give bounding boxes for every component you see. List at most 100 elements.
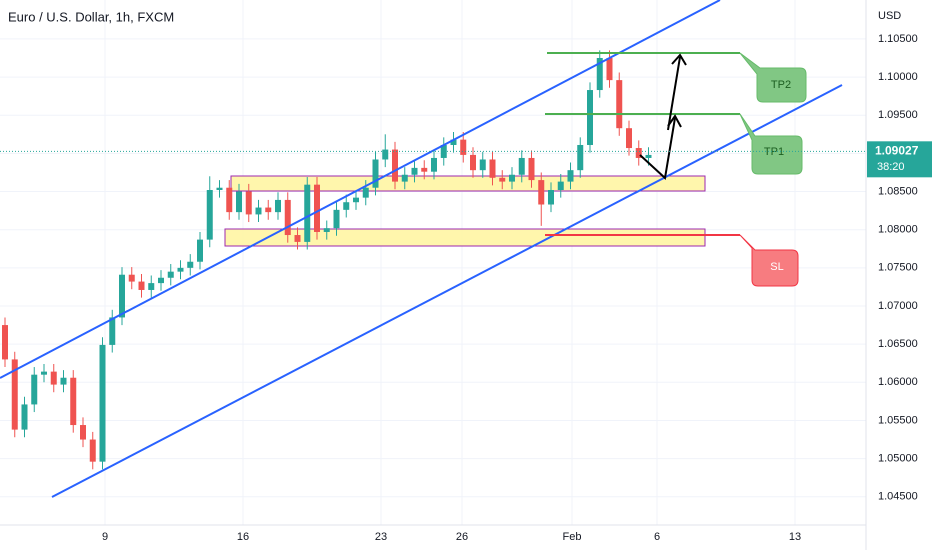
y-tick-label: 1.08000 [878,224,918,236]
y-tick-label: 1.07500 [878,262,918,274]
candle-body [236,191,242,213]
candle-body [128,274,135,282]
x-tick-label: 26 [456,531,468,543]
candle-body [275,199,281,213]
candle-body [557,181,564,191]
x-tick-label: 9 [102,531,108,543]
candle-body [635,148,642,158]
arrow [639,117,676,180]
candle-body [489,159,496,178]
candle-body [31,374,38,405]
callout-text: TP1 [764,146,784,158]
y-tick-label: 1.05000 [878,453,918,465]
candle-body [60,377,67,385]
callout [739,113,803,175]
candle-body [431,157,437,172]
candle-body [470,154,476,171]
candle-body [509,174,515,182]
candle-body [255,207,262,215]
arrowhead [671,53,687,66]
candle-body [314,184,320,232]
candle-body [499,177,506,182]
candle-body [548,190,554,205]
candle-body [158,277,164,284]
candle-body [89,439,96,462]
callout-text: SL [770,261,783,273]
zone [224,228,706,247]
candle-body [11,359,18,430]
candle-body [567,170,574,182]
x-tick-label: 6 [654,531,660,543]
callout [739,234,799,287]
candle-body [323,228,330,232]
candle-body [518,157,525,175]
candle-body [187,261,194,268]
candle-body [167,271,174,278]
candle-body [284,199,291,236]
currency: USD [878,10,901,22]
candle-body [80,425,86,440]
candle-body [372,159,379,188]
candle-body [177,267,184,272]
arrow [667,56,681,131]
candle-body [226,187,233,213]
candle-body [626,128,632,149]
candle-body [362,187,369,198]
candle-body [450,139,457,145]
y-tick-label: 1.04500 [878,491,918,503]
candle-body [294,235,301,242]
candle-body [50,371,57,385]
candle-body [216,187,223,191]
candle-body [138,281,145,290]
candle-body [119,274,125,318]
candle-body [538,180,545,205]
candle-body [421,167,428,172]
candle-body [577,144,584,171]
callout-text: TP2 [771,79,791,91]
x-tick-label: Feb [563,531,582,543]
last-price-box [867,141,932,178]
candle-body [197,239,203,262]
y-tick-label: 1.10000 [878,71,918,83]
candle-body [382,149,389,160]
candle-body [99,344,106,462]
candle-body [616,80,623,129]
arrowhead [667,114,682,128]
candle-body [587,90,593,145]
chart-title: Euro / U.S. Dollar, 1h, FXCM [8,9,174,24]
zone [230,175,706,192]
candle-body [148,283,155,290]
candle-body [304,184,311,242]
y-tick-label: 1.08500 [878,185,918,197]
y-tick-label: 1.07000 [878,300,918,312]
candle-body [411,167,418,175]
y-tick-label: 1.10500 [878,33,918,45]
candle-body [245,191,252,215]
candle-body [401,174,408,182]
candle-body [2,325,8,360]
candle-body [645,154,652,158]
channel-line [0,0,721,379]
x-tick-label: 23 [375,531,387,543]
candle-body [392,149,398,182]
candle-body [206,190,213,240]
channel-line [51,84,843,498]
candle-body [479,159,486,171]
candles [2,50,652,470]
x-tick-label: 13 [789,531,801,543]
grid [0,0,866,525]
candle-body [343,202,350,210]
candle-body [265,207,272,213]
y-tick-label: 1.06000 [878,376,918,388]
y-tick-label: 1.06500 [878,338,918,350]
countdown: 38:20 [877,161,905,173]
candle-body [109,317,116,345]
candle-body [41,371,47,375]
x-tick-label: 16 [237,531,249,543]
candle-body [353,197,359,203]
candle-body [606,57,613,81]
candle-body [596,57,603,91]
candle-body [440,144,447,158]
callout [739,52,807,103]
